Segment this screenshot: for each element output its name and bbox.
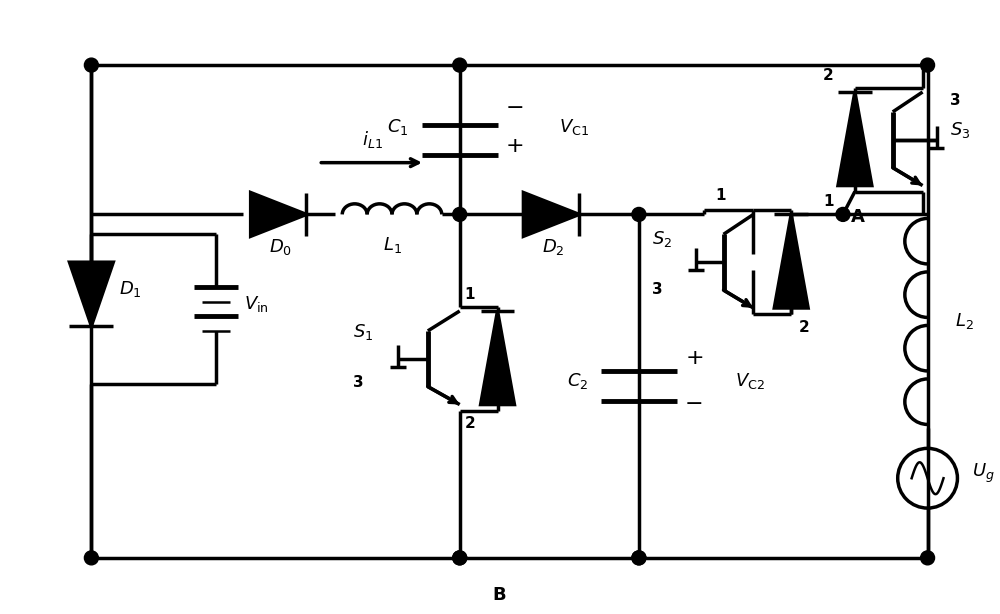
Text: A: A xyxy=(851,208,865,227)
Text: $L_2$: $L_2$ xyxy=(955,311,974,332)
Text: $-$: $-$ xyxy=(505,96,524,116)
Polygon shape xyxy=(481,311,514,405)
Text: $S_1$: $S_1$ xyxy=(353,322,373,342)
Polygon shape xyxy=(523,193,579,236)
Circle shape xyxy=(921,551,935,565)
Circle shape xyxy=(84,58,98,72)
Text: $L_1$: $L_1$ xyxy=(383,235,401,255)
Text: $V_{\rm C1}$: $V_{\rm C1}$ xyxy=(559,117,589,137)
Text: $S_2$: $S_2$ xyxy=(652,229,672,249)
Text: $-$: $-$ xyxy=(684,392,703,412)
Polygon shape xyxy=(251,193,306,236)
Polygon shape xyxy=(838,92,872,185)
Circle shape xyxy=(453,551,467,565)
Circle shape xyxy=(84,551,98,565)
Circle shape xyxy=(453,551,467,565)
Text: $C_2$: $C_2$ xyxy=(567,371,588,391)
Circle shape xyxy=(632,551,646,565)
Text: $D_1$: $D_1$ xyxy=(119,279,142,299)
Text: 3: 3 xyxy=(353,375,364,390)
Circle shape xyxy=(632,551,646,565)
Polygon shape xyxy=(69,262,113,326)
Text: 2: 2 xyxy=(799,320,810,335)
Text: $i_{L1}$: $i_{L1}$ xyxy=(362,129,383,150)
Polygon shape xyxy=(774,214,808,308)
Text: $V_{\rm C2}$: $V_{\rm C2}$ xyxy=(735,371,765,391)
Text: 3: 3 xyxy=(950,93,961,108)
Circle shape xyxy=(836,208,850,222)
Text: $+$: $+$ xyxy=(505,136,524,156)
Circle shape xyxy=(453,208,467,222)
Circle shape xyxy=(453,58,467,72)
Text: $U_g$: $U_g$ xyxy=(972,462,995,485)
Text: 1: 1 xyxy=(823,195,834,209)
Text: $D_2$: $D_2$ xyxy=(542,237,565,257)
Circle shape xyxy=(632,208,646,222)
Text: B: B xyxy=(493,586,506,604)
Text: $C_1$: $C_1$ xyxy=(387,117,409,137)
Circle shape xyxy=(921,58,935,72)
Text: 1: 1 xyxy=(465,287,475,302)
Text: 2: 2 xyxy=(823,68,834,83)
Text: 1: 1 xyxy=(716,188,726,203)
Text: $V_{\rm in}$: $V_{\rm in}$ xyxy=(244,294,268,314)
Text: $S_3$: $S_3$ xyxy=(950,120,971,140)
Text: $+$: $+$ xyxy=(685,348,703,368)
Text: $D_0$: $D_0$ xyxy=(269,237,292,257)
Text: 3: 3 xyxy=(652,282,662,297)
Text: 2: 2 xyxy=(465,416,475,432)
